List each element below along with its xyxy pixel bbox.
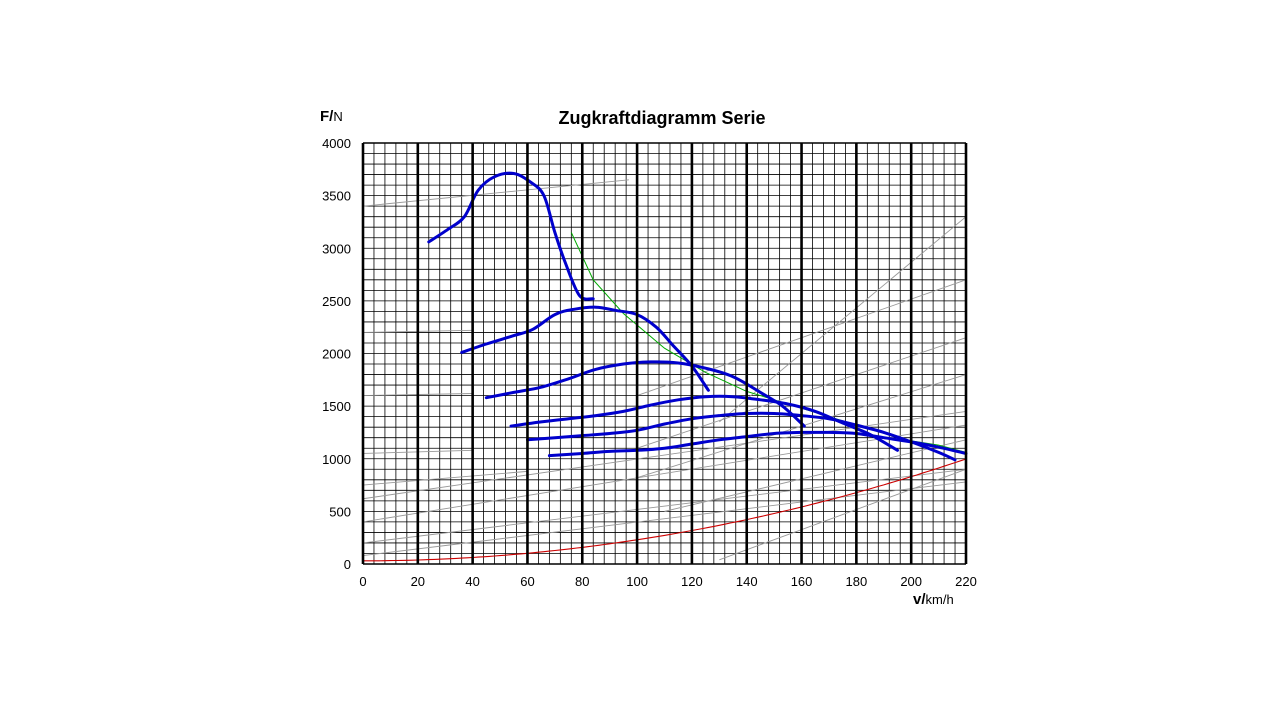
y-tick-label: 2500 bbox=[322, 294, 351, 309]
grade-line bbox=[362, 424, 967, 523]
y-tick-label: 4000 bbox=[322, 136, 351, 151]
y-axis-label-unit: N bbox=[333, 109, 342, 124]
x-tick-label: 220 bbox=[955, 574, 977, 589]
y-axis-label-symbol: F/ bbox=[320, 108, 334, 125]
x-tick-label: 160 bbox=[791, 574, 813, 589]
x-axis-label-unit: km/h bbox=[926, 592, 954, 607]
y-tick-label: 3500 bbox=[322, 189, 351, 204]
gear-curve-1 bbox=[427, 171, 595, 301]
x-axis-label: v/km/h bbox=[913, 591, 954, 608]
x-tick-label: 200 bbox=[900, 574, 922, 589]
x-tick-label: 140 bbox=[736, 574, 758, 589]
minor-grid bbox=[363, 142, 966, 565]
grade-line bbox=[362, 481, 967, 557]
y-tick-label: 3000 bbox=[322, 241, 351, 256]
grade-line bbox=[362, 468, 967, 544]
x-axis-ticks: 0 20 40 60 80 100 120 140 160 180 200 220 bbox=[359, 574, 976, 589]
y-tick-label: 1000 bbox=[322, 452, 351, 467]
grade-line bbox=[719, 216, 967, 423]
major-grid bbox=[361, 142, 968, 565]
gear-curve-3 bbox=[484, 360, 806, 428]
x-tick-label: 100 bbox=[626, 574, 648, 589]
chart-title: Zugkraftdiagramm Serie bbox=[558, 108, 765, 128]
x-tick-label: 40 bbox=[465, 574, 479, 589]
resistance-curve-layer bbox=[363, 458, 967, 562]
grade-line bbox=[719, 468, 967, 561]
grade-line bbox=[362, 470, 528, 486]
x-tick-label: 120 bbox=[681, 574, 703, 589]
y-axis-label: F/N bbox=[320, 108, 343, 125]
x-tick-label: 60 bbox=[520, 574, 534, 589]
y-axis-ticks: 0 500 1000 1500 2000 2500 3000 3500 4000 bbox=[322, 136, 351, 572]
grade-line bbox=[362, 179, 629, 207]
y-tick-label: 500 bbox=[329, 504, 351, 519]
grade-lines bbox=[362, 179, 967, 561]
y-tick-label: 2000 bbox=[322, 347, 351, 362]
y-tick-label: 0 bbox=[344, 557, 351, 572]
grade-line bbox=[664, 439, 967, 512]
x-tick-label: 180 bbox=[846, 574, 868, 589]
x-tick-label: 20 bbox=[411, 574, 425, 589]
gear-curve-6 bbox=[547, 430, 968, 458]
gear-curve-2 bbox=[460, 305, 710, 392]
x-axis-label-symbol: v/ bbox=[913, 591, 926, 608]
x-tick-label: 80 bbox=[575, 574, 589, 589]
x-tick-label: 0 bbox=[359, 574, 366, 589]
y-tick-label: 1500 bbox=[322, 399, 351, 414]
resistance-curve bbox=[363, 458, 967, 562]
